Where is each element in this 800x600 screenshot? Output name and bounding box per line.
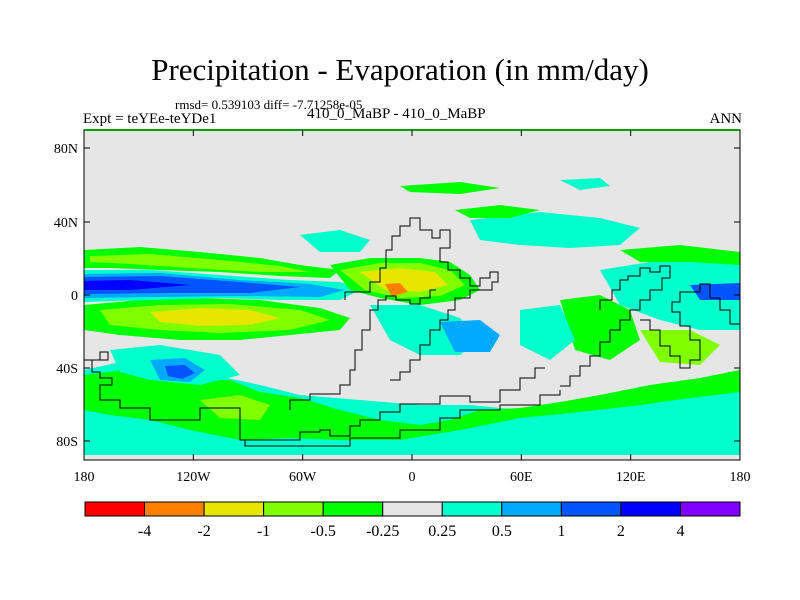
continent-outline-east <box>640 283 740 369</box>
north-atlantic-red-spots <box>385 283 408 296</box>
arctic-green-patch <box>400 182 500 194</box>
colorbar-swatch <box>620 501 681 517</box>
southern-ocean-green-patches <box>84 368 740 440</box>
south-pacific-deepblue-patch <box>165 365 195 379</box>
x-tick-label: 120W <box>176 470 211 485</box>
x-axis: 180 120W 60W 0 60E 120E 180 <box>74 130 751 485</box>
colorbar-label: -0.5 <box>311 523 336 540</box>
continent-outline-europe <box>344 217 499 381</box>
north-pacific-lightgreen-band <box>90 254 310 272</box>
indian-ocean-green <box>560 295 640 360</box>
colorbar-label: -2 <box>197 523 210 540</box>
colorbar-swatch <box>203 501 265 517</box>
continent-outline-west <box>84 351 545 441</box>
colorbar-swatch <box>84 501 146 517</box>
x-tick-label: 60E <box>510 470 533 485</box>
colorbar-label: 2 <box>617 523 625 540</box>
colorbar-label: -0.25 <box>366 523 399 540</box>
east-tropics-blue <box>690 283 740 300</box>
equatorial-wet-blue <box>84 276 300 294</box>
east-tropics-cyan <box>600 262 740 330</box>
equatorial-wet-deepblue <box>84 280 190 290</box>
indian-ocean-cyan <box>520 305 575 360</box>
colorbar-label: -4 <box>138 523 151 540</box>
colorbar-swatch <box>441 501 503 517</box>
colorbar-swatch <box>322 501 384 517</box>
colorbar: -4 -2 -1 -0.5 -0.25 0.25 0.5 1 2 4 <box>84 501 741 540</box>
colorbar-label: 1 <box>557 523 565 540</box>
continent-outline-asia <box>560 265 671 387</box>
colorbar-label: -1 <box>257 523 270 540</box>
continent-outline-south <box>244 390 561 447</box>
x-tick-label: 60W <box>289 470 317 485</box>
south-pacific-dry-yellow <box>150 308 280 326</box>
north-midlat-cyan-east <box>470 212 640 248</box>
north-atlantic-yellow <box>360 268 448 292</box>
continent-outline-central <box>289 289 436 410</box>
colorbar-swatch <box>560 501 622 517</box>
colorbar-swatch <box>263 501 324 517</box>
colorbar-swatch <box>144 501 205 517</box>
stats-label: rmsd= 0.539103 diff= -7.71258e-05 <box>175 97 363 112</box>
chart-title: Precipitation - Evaporation (in mm/day) <box>151 52 649 87</box>
y-tick-label: 0 <box>71 289 78 304</box>
atlantic-blue-patch <box>440 320 500 352</box>
x-tick-label: 180 <box>730 470 751 485</box>
colorbar-swatch <box>382 501 443 517</box>
colorbar-label: 0.5 <box>492 523 512 540</box>
field-shading <box>84 178 740 455</box>
north-midlat-green-east <box>455 205 540 218</box>
colorbar-swatch <box>679 501 741 517</box>
continent-outlines <box>84 217 740 447</box>
colorbar-label: 4 <box>676 523 684 540</box>
y-tick-label: 40N <box>54 216 78 231</box>
colorbar-label: 0.25 <box>428 523 456 540</box>
y-axis: 80N 40N 0 40S 80S <box>54 142 740 450</box>
east-tropics-green <box>620 245 740 265</box>
y-tick-label: 40S <box>56 362 78 377</box>
y-tick-label: 80N <box>54 142 78 157</box>
y-tick-label: 80S <box>56 435 78 450</box>
x-tick-label: 120E <box>616 470 646 485</box>
arctic-cyan-patch <box>560 178 610 190</box>
x-tick-label: 180 <box>74 470 95 485</box>
x-tick-label: 0 <box>409 470 416 485</box>
season-label: ANN <box>709 111 743 127</box>
colorbar-swatch <box>501 501 562 517</box>
run-label: 410_0_MaBP - 410_0_MaBP <box>307 106 486 122</box>
north-midlat-cyan-west <box>300 230 370 252</box>
experiment-label: Expt = teYEe-teYDe1 <box>83 111 217 127</box>
